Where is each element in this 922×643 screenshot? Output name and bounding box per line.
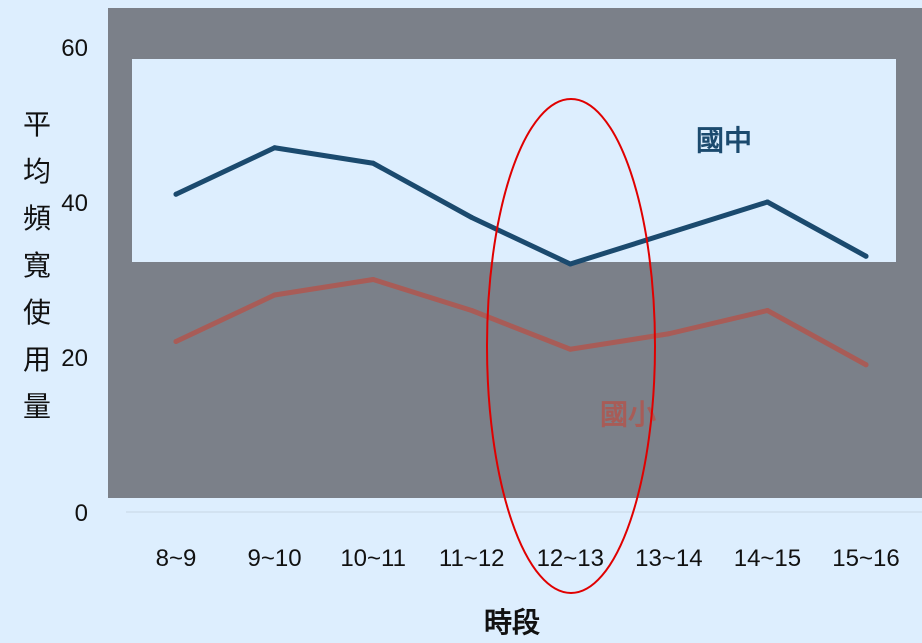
series-point bbox=[469, 215, 475, 220]
y-axis-title-char: 量 bbox=[23, 391, 51, 422]
x-tick-label: 12~13 bbox=[537, 545, 604, 572]
series-point bbox=[863, 362, 869, 368]
overlay-band bbox=[132, 262, 896, 498]
series-label: 國中 bbox=[696, 125, 752, 156]
x-axis: 8~9 9~10 10~11 11~12 12~13 13~14 14~15 15~16 bbox=[156, 545, 900, 572]
y-axis-title-char: 均 bbox=[23, 156, 51, 187]
highlight-ellipse bbox=[486, 98, 656, 594]
series-point bbox=[272, 145, 278, 151]
x-tick-label: 9~10 bbox=[248, 545, 302, 572]
overlay-right bbox=[896, 59, 922, 498]
series-point bbox=[469, 308, 475, 313]
y-axis-title-char: 使 bbox=[23, 297, 51, 328]
series-label: 國小 bbox=[600, 399, 656, 430]
series-point bbox=[666, 331, 672, 337]
series-line bbox=[173, 277, 869, 368]
y-tick-label: 40 bbox=[61, 190, 88, 217]
y-tick-label: 60 bbox=[61, 35, 88, 62]
overlay-top bbox=[108, 8, 922, 59]
y-axis-title-char: 用 bbox=[23, 344, 51, 375]
x-tick-label: 15~16 bbox=[832, 545, 899, 572]
x-tick-label: 14~15 bbox=[734, 545, 801, 572]
series-line bbox=[173, 145, 869, 267]
series-point bbox=[764, 308, 770, 313]
series-point bbox=[370, 277, 376, 282]
x-tick-label: 11~12 bbox=[439, 545, 505, 572]
series-point bbox=[370, 160, 376, 166]
x-tick-label: 10~11 bbox=[340, 545, 406, 572]
series-point bbox=[173, 191, 179, 197]
x-axis-title: 時段 bbox=[484, 606, 540, 638]
series-point bbox=[863, 253, 869, 259]
series-lines bbox=[173, 145, 869, 368]
dark-overlay-frame bbox=[108, 8, 922, 498]
series-point bbox=[764, 199, 770, 205]
x-tick-label: 8~9 bbox=[156, 545, 197, 572]
series-point bbox=[567, 261, 573, 267]
y-axis-title-char: 寬 bbox=[23, 250, 51, 281]
series-point bbox=[173, 339, 179, 344]
y-axis-title-char: 頻 bbox=[23, 203, 51, 234]
y-axis-title-char: 平 bbox=[23, 109, 51, 140]
y-tick-label: 0 bbox=[75, 500, 88, 527]
series-point bbox=[272, 292, 278, 298]
y-tick-label: 20 bbox=[61, 345, 88, 372]
series-point bbox=[567, 346, 573, 352]
x-tick-label: 13~14 bbox=[635, 545, 702, 572]
series-point bbox=[666, 230, 672, 236]
y-axis: 0 20 40 60 bbox=[61, 35, 88, 527]
overlay-left bbox=[108, 59, 132, 498]
